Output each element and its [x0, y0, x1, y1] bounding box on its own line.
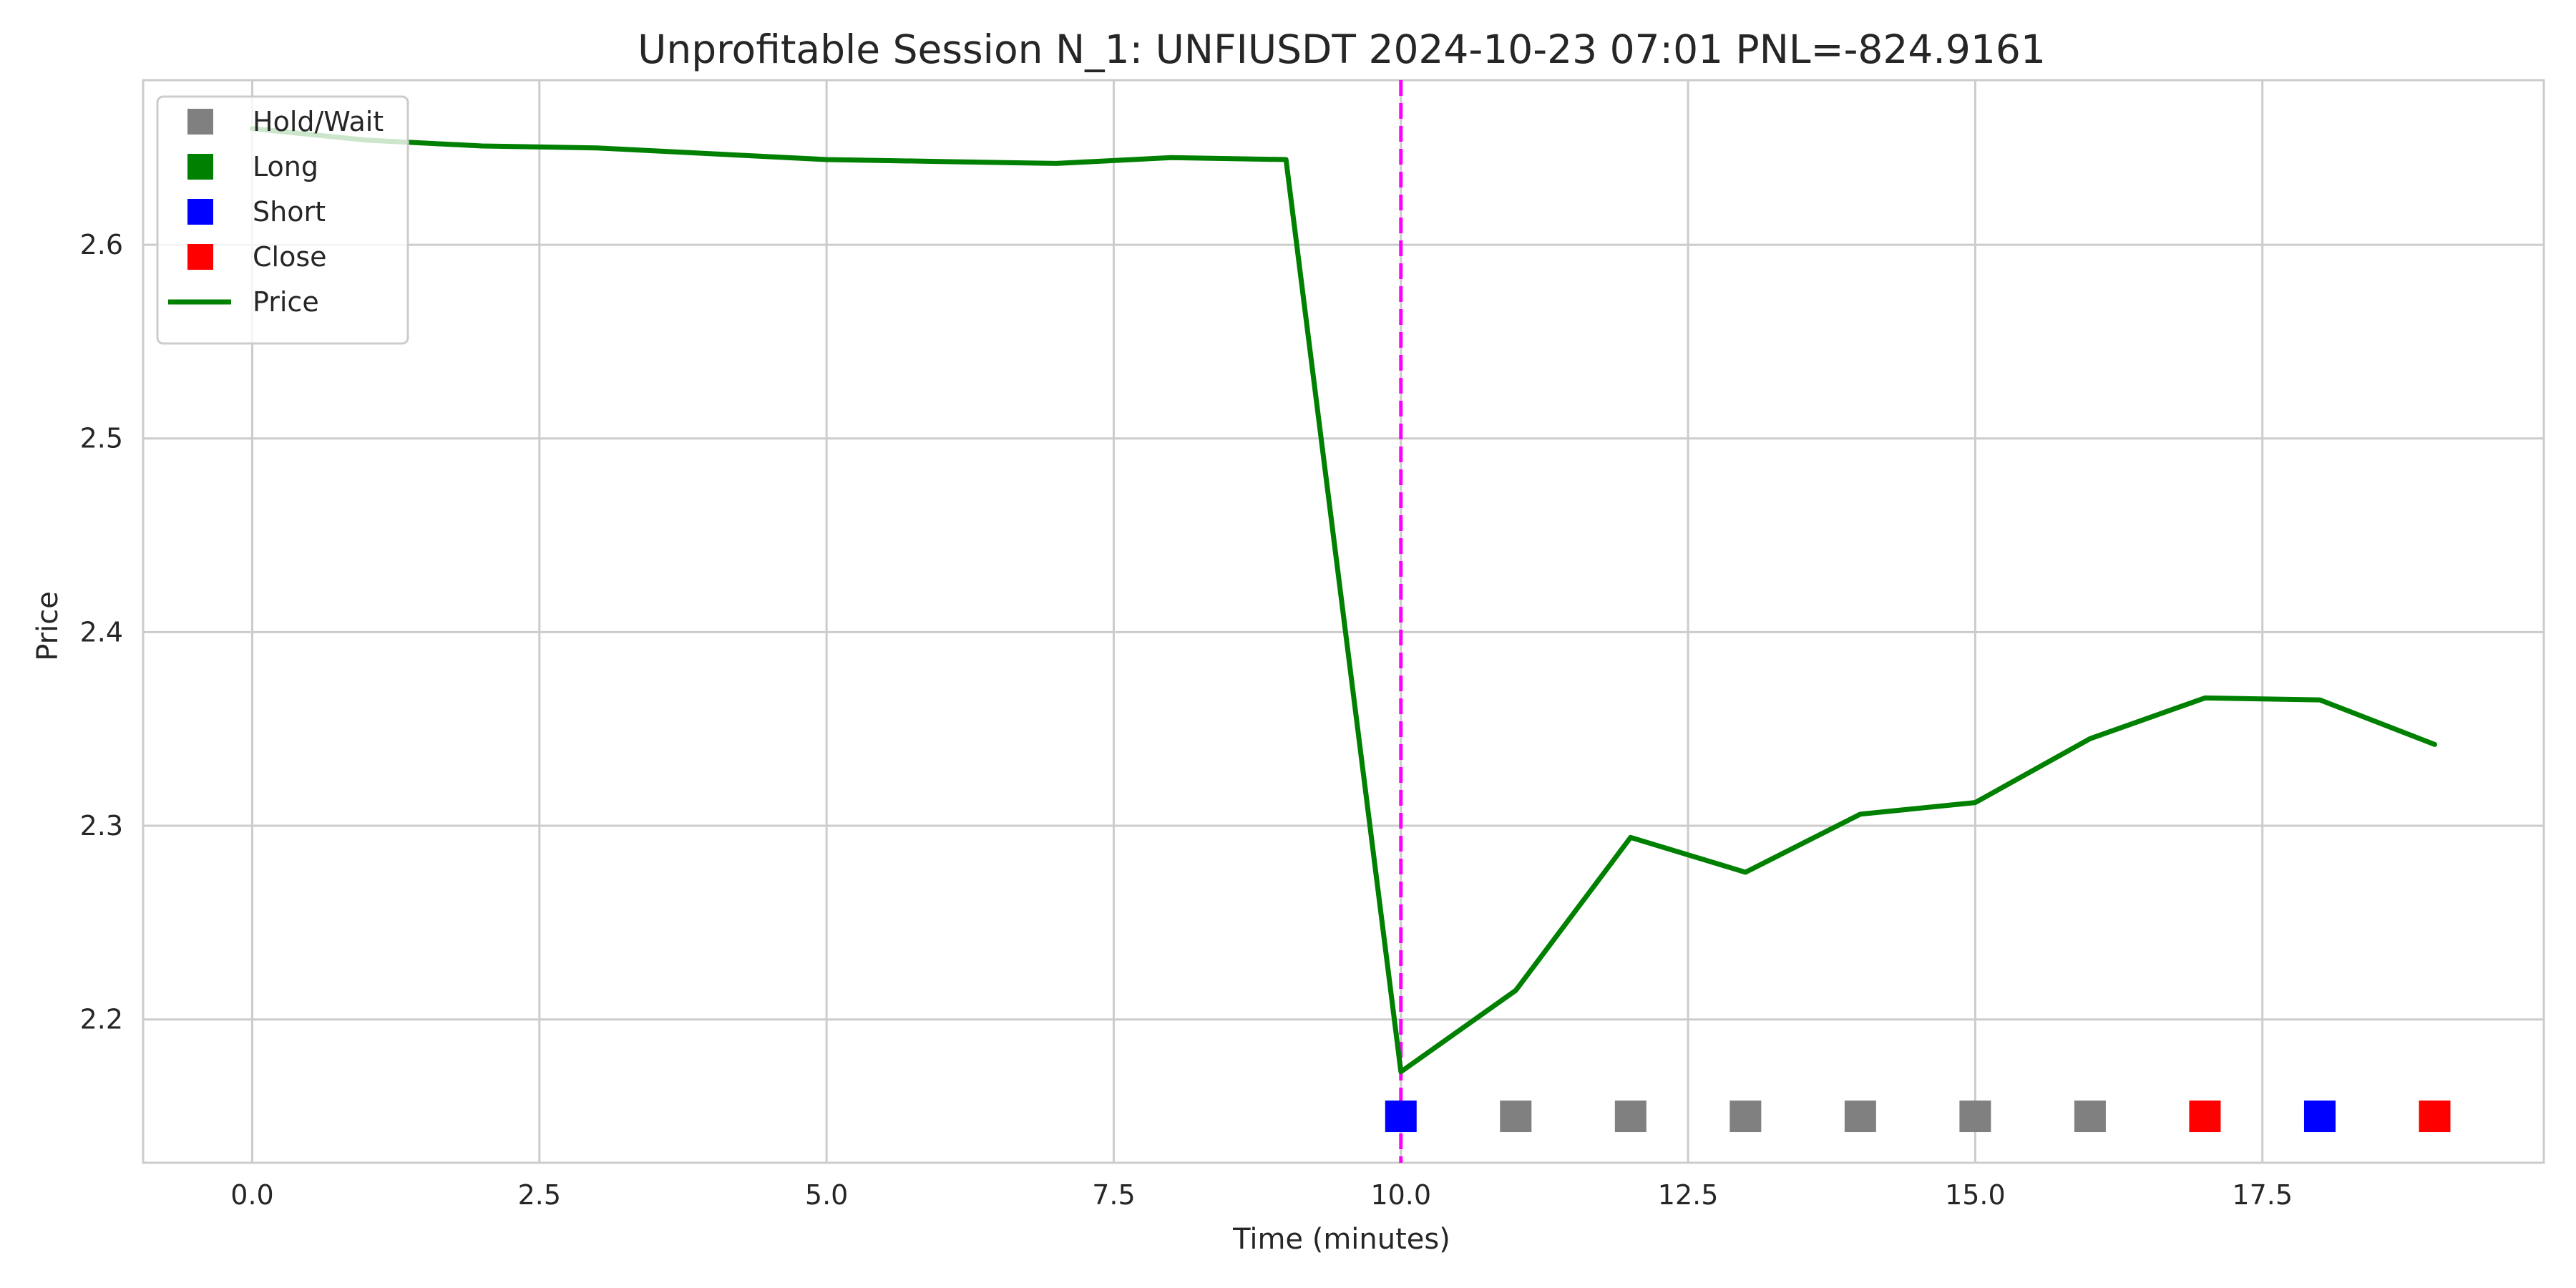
x-axis-label: Time (minutes) [1232, 1223, 1450, 1256]
legend-marker-short [187, 199, 213, 225]
y-axis-label: Price [31, 591, 64, 661]
x-tick-label: 17.5 [2232, 1179, 2293, 1211]
legend-marker-close [187, 244, 213, 270]
y-tick-label: 2.5 [80, 423, 123, 454]
action-marker-short [1385, 1101, 1417, 1133]
action-marker-hold-wait [1500, 1101, 1532, 1133]
chart-title: Unprofitable Session N_1: UNFIUSDT 2024-… [638, 26, 2046, 72]
y-tick-label: 2.2 [80, 1004, 123, 1035]
plot-frame [142, 79, 2545, 1164]
x-tick-label: 15.0 [1945, 1179, 2006, 1211]
legend-label-price: Price [253, 286, 319, 318]
legend-marker-hold-wait [187, 109, 213, 135]
legend-label-close: Close [253, 241, 327, 273]
x-tick-label: 2.5 [518, 1179, 561, 1211]
action-marker-hold-wait [1729, 1101, 1762, 1133]
tick-label-layer: 0.0 2.5 5.0 7.5 10.0 12.5 15.0 17.5 2.2 2.3 2.4 2.5… [80, 229, 2293, 1211]
action-marker-hold-wait [2074, 1101, 2106, 1133]
action-marker-close [2419, 1101, 2451, 1133]
y-tick-label: 2.3 [80, 810, 123, 841]
legend-box [156, 95, 409, 345]
legend-label-short: Short [253, 196, 326, 228]
action-marker-hold-wait [1614, 1101, 1646, 1133]
legend-label-long: Long [253, 151, 318, 182]
price-line [250, 126, 2437, 1075]
action-markers-layer [1385, 1101, 2451, 1133]
x-tick-label: 0.0 [230, 1179, 273, 1211]
action-marker-hold-wait [1959, 1101, 1991, 1133]
y-tick-label: 2.6 [80, 229, 123, 260]
action-marker-hold-wait [1844, 1101, 1876, 1133]
series-layer [250, 126, 2437, 1075]
y-tick-label: 2.4 [80, 616, 123, 648]
legend-marker-long [187, 154, 213, 180]
action-marker-close [2189, 1101, 2221, 1133]
legend: Hold/Wait Long Short Close Price [156, 95, 409, 345]
x-tick-label: 10.0 [1370, 1179, 1431, 1211]
x-tick-label: 7.5 [1092, 1179, 1135, 1211]
action-marker-short [2303, 1101, 2336, 1133]
x-tick-label: 5.0 [805, 1179, 848, 1211]
x-tick-label: 12.5 [1658, 1179, 1719, 1211]
legend-label-hold-wait: Hold/Wait [253, 106, 384, 137]
